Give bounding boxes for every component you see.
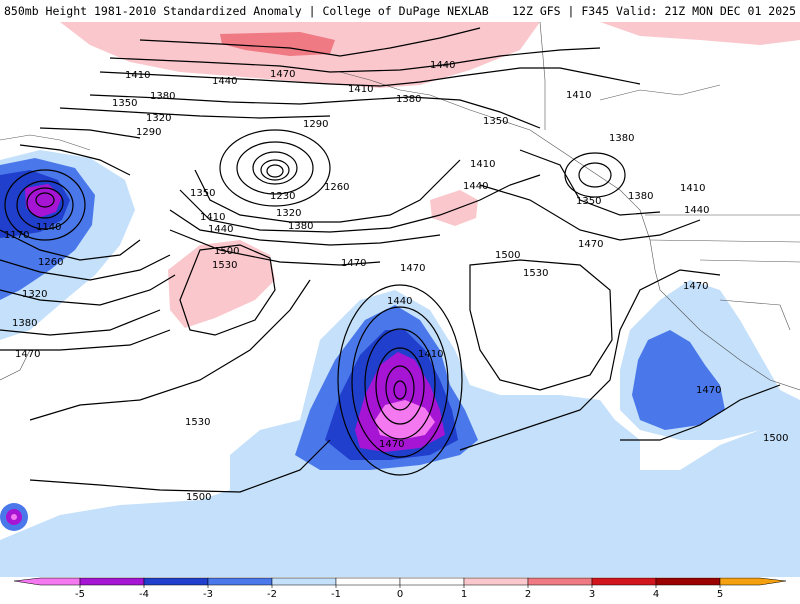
anomaly-map: 1410 1440 1470 1410 1440 1410 1380 1380 … [0, 21, 800, 577]
colorbar-tick-label: -4 [139, 589, 149, 600]
anomaly-area-neg2-east [632, 330, 725, 430]
contour-label: 1500 [214, 246, 239, 257]
colorbar-tick-label: -1 [331, 589, 341, 600]
colorbar-tick-label: -2 [267, 589, 277, 600]
colorbar-segment-zero-pos [399, 577, 465, 586]
coastlines [0, 21, 800, 391]
contour-label: 1470 [341, 258, 366, 269]
anomaly-area-pos1-ne [600, 22, 800, 45]
contour-label: 1290 [303, 119, 328, 130]
contour-label: 1410 [200, 212, 225, 223]
map-header: 850mb Height 1981-2010 Standardized Anom… [0, 0, 800, 22]
contour-label: 1440 [208, 224, 233, 235]
contour-label: 1530 [185, 417, 210, 428]
colorbar-segment-pos5 [719, 577, 787, 586]
colorbar-segment-neg2 [207, 577, 273, 586]
contour-label: 1410 [348, 84, 373, 95]
contour-label: 1380 [12, 318, 37, 329]
contour-label: 1140 [36, 222, 61, 233]
colorbar-segment-pos3 [591, 577, 657, 586]
contour-label: 1230 [270, 191, 295, 202]
contour-label: 1470 [379, 439, 404, 450]
contour-label: 1410 [418, 349, 443, 360]
contour-label: 1440 [463, 181, 488, 192]
anomaly-area-neg4-west [25, 184, 62, 218]
anomaly-shading [0, 22, 800, 577]
contour-label: 1350 [483, 116, 508, 127]
contour-label: 1470 [683, 281, 708, 292]
colorbar-tick-label: 0 [397, 589, 403, 600]
contour-label: 1500 [763, 433, 788, 444]
colorbar-segment-pos2 [527, 577, 593, 586]
anomaly-colorbar: -5 -4 -3 -2 -1 0 1 2 3 4 5 [0, 577, 800, 600]
contour-label: 1380 [288, 221, 313, 232]
colorbar-segments [13, 577, 787, 586]
contour-label: 1530 [523, 268, 548, 279]
colorbar-segment-neg4 [79, 577, 145, 586]
contour-label: 1380 [609, 133, 634, 144]
colorbar-tick-label: 3 [589, 589, 595, 600]
contour-label: 1440 [430, 60, 455, 71]
contour-label: 1290 [136, 127, 161, 138]
colorbar-segment-neg5 [13, 577, 81, 586]
colorbar-ticks: -5 -4 -3 -2 -1 0 1 2 3 4 5 [75, 589, 723, 600]
contour-label: 1470 [696, 385, 721, 396]
contour-label: 1470 [578, 239, 603, 250]
colorbar-segment-zero-neg [335, 577, 401, 586]
contour-label: 1350 [190, 188, 215, 199]
map-title: 850mb Height 1981-2010 Standardized Anom… [4, 4, 489, 18]
contour-label: 1530 [212, 260, 237, 271]
colorbar-tick-label: 5 [717, 589, 723, 600]
colorbar-tick-label: 4 [653, 589, 659, 600]
contour-label: 1260 [38, 257, 63, 268]
contour-label: 1320 [22, 289, 47, 300]
colorbar-segment-neg1 [271, 577, 337, 586]
contour-label: 1170 [4, 230, 29, 241]
contour-label: 1440 [387, 296, 412, 307]
contour-label: 1440 [684, 205, 709, 216]
colorbar-tick-label: -5 [75, 589, 85, 600]
colorbar-tick-label: 1 [461, 589, 467, 600]
colorbar-segment-neg3 [143, 577, 209, 586]
contour-label: 1440 [212, 76, 237, 87]
contour-label: 1350 [112, 98, 137, 109]
colorbar-tick-label: -3 [203, 589, 213, 600]
contour-label: 1320 [146, 113, 171, 124]
contour-label: 1470 [15, 349, 40, 360]
contour-label: 1410 [566, 90, 591, 101]
contour-label: 1380 [150, 91, 175, 102]
anomaly-area-neg5-sw [11, 514, 17, 520]
contour-label: 1500 [495, 250, 520, 261]
anomaly-area-pos1-mid [430, 190, 478, 226]
colorbar-tick-label: 2 [525, 589, 531, 600]
contour-label: 1350 [576, 196, 601, 207]
contour-label: 1470 [400, 263, 425, 274]
model-run-info: 12Z GFS | F345 Valid: 21Z MON DEC 01 202… [512, 4, 796, 18]
contour-label: 1410 [470, 159, 495, 170]
contour-label: 1410 [125, 70, 150, 81]
contour-label: 1470 [270, 69, 295, 80]
colorbar-segment-pos1 [463, 577, 529, 586]
height-contours [0, 27, 781, 493]
colorbar-segment-pos4 [655, 577, 721, 586]
contour-label: 1380 [628, 191, 653, 202]
contour-label: 1320 [276, 208, 301, 219]
contour-label: 1380 [396, 94, 421, 105]
contour-label: 1500 [186, 492, 211, 503]
contour-label: 1410 [680, 183, 705, 194]
contour-label: 1260 [324, 182, 349, 193]
contour-labels: 1410 1440 1470 1410 1440 1410 1380 1380 … [4, 60, 788, 503]
